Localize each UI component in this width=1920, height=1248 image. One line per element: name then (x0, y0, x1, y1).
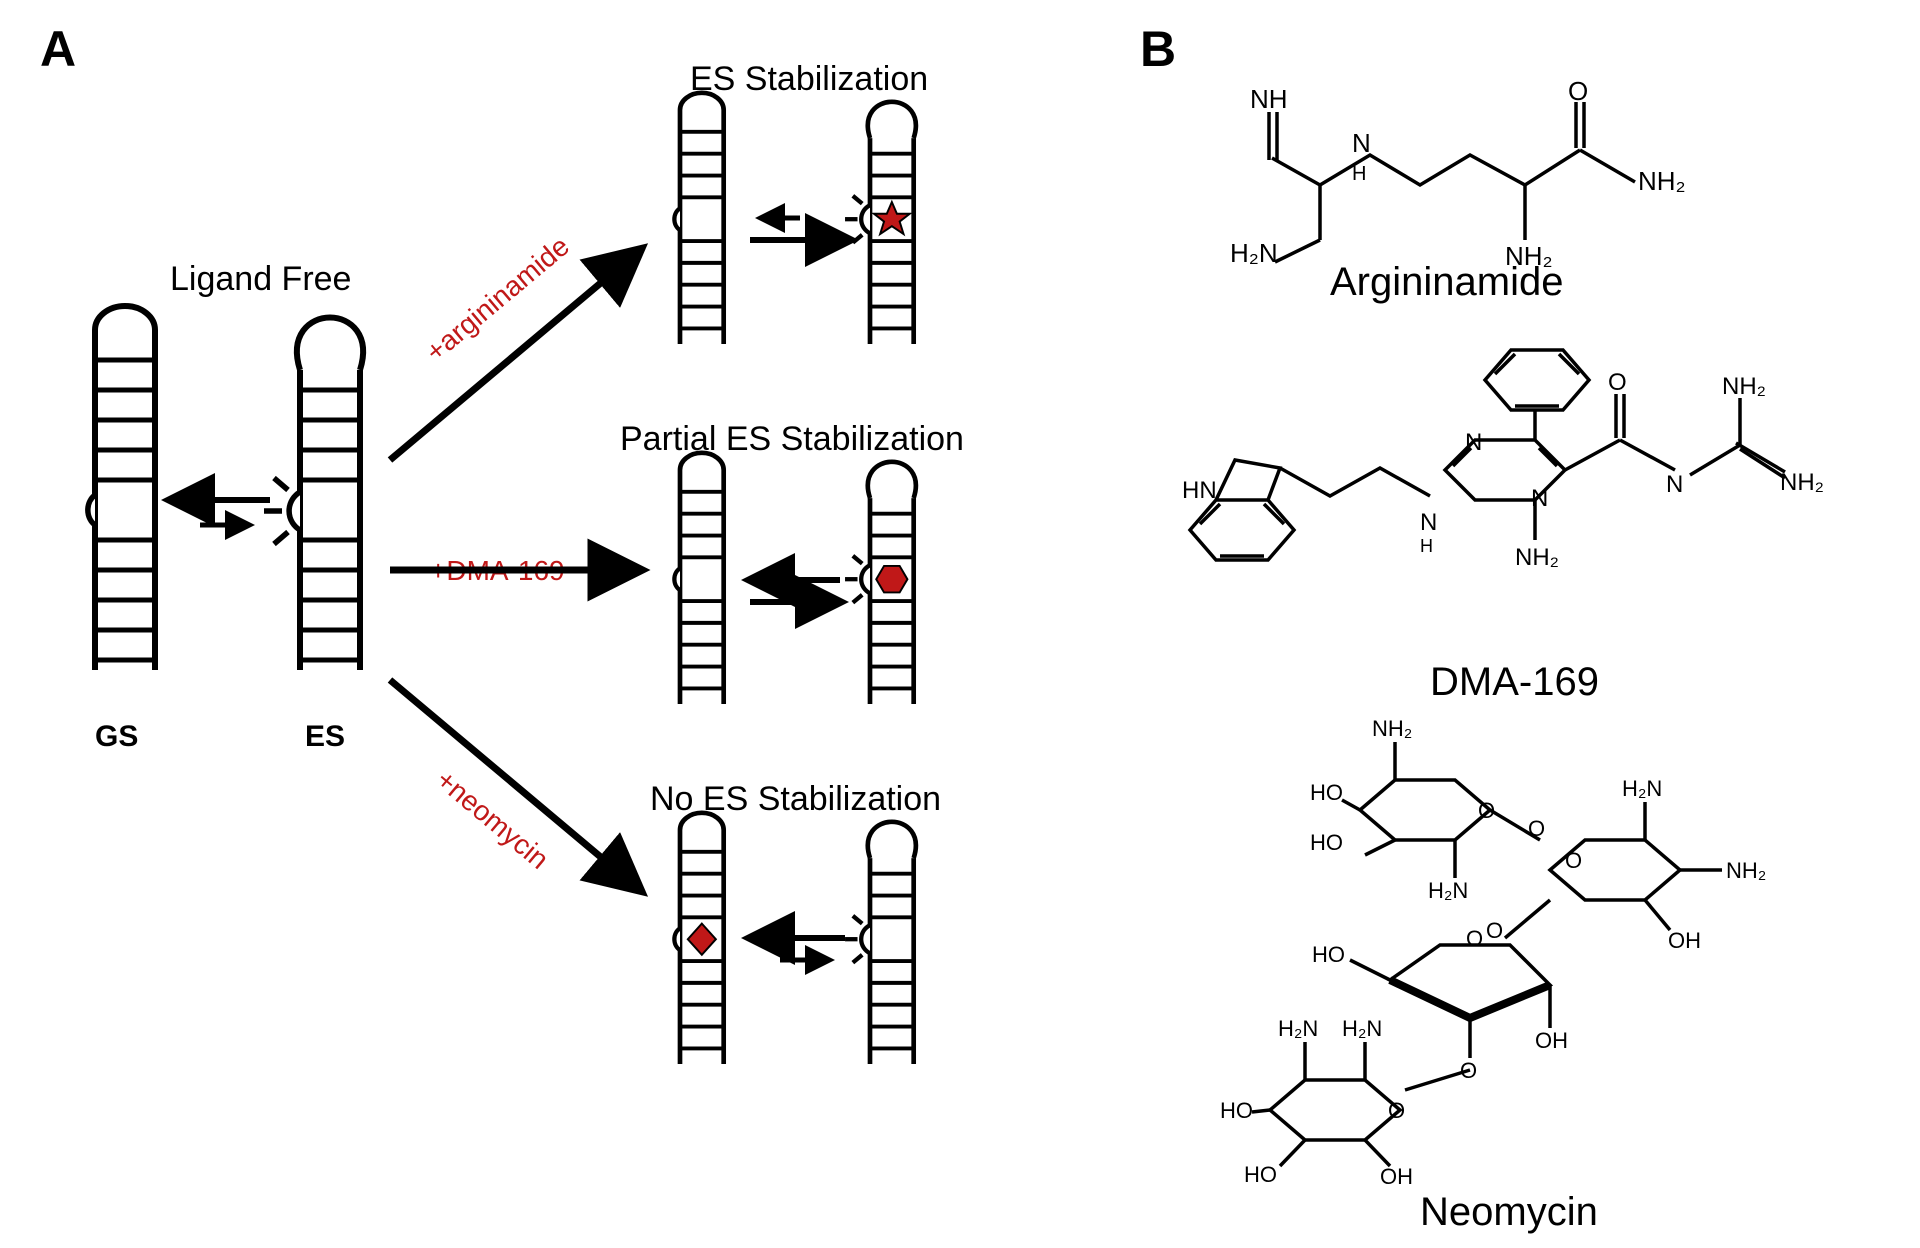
svg-text:N: N (1352, 128, 1371, 158)
svg-text:HO: HO (1310, 780, 1343, 805)
svg-text:NH₂: NH₂ (1780, 469, 1824, 496)
argininamide-structure: NH H₂N N H O NH₂ NH₂ (1230, 76, 1686, 271)
svg-text:H₂N: H₂N (1230, 238, 1278, 268)
svg-text:NH₂: NH₂ (1515, 544, 1559, 571)
svg-text:H₂N: H₂N (1428, 878, 1468, 903)
svg-text:HN: HN (1182, 477, 1217, 504)
svg-text:H₂N: H₂N (1622, 776, 1662, 801)
svg-text:O: O (1388, 1098, 1405, 1123)
svg-text:H₂N: H₂N (1278, 1016, 1318, 1041)
svg-text:NH₂: NH₂ (1722, 373, 1766, 400)
figure-svg: NH H₂N N H O NH₂ NH₂ HN (0, 0, 1920, 1248)
svg-text:N: N (1666, 471, 1683, 498)
svg-text:NH₂: NH₂ (1505, 241, 1553, 271)
partial-stab-pair (674, 453, 915, 704)
svg-text:N: N (1420, 509, 1437, 536)
svg-text:OH: OH (1668, 928, 1701, 953)
svg-text:H: H (1420, 536, 1433, 556)
svg-text:OH: OH (1380, 1164, 1413, 1189)
svg-text:NH₂: NH₂ (1638, 166, 1686, 196)
svg-text:NH₂: NH₂ (1372, 716, 1412, 741)
dma169-structure: HN N N N H NH₂ O N (1182, 350, 1824, 571)
svg-text:H: H (1352, 163, 1366, 185)
svg-text:O: O (1565, 848, 1582, 873)
svg-text:O: O (1528, 816, 1545, 841)
gs-es-equilibrium (170, 500, 270, 525)
svg-text:HO: HO (1310, 830, 1343, 855)
svg-text:H₂N: H₂N (1342, 1016, 1382, 1041)
svg-text:HO: HO (1220, 1098, 1253, 1123)
svg-text:O: O (1466, 926, 1483, 951)
gs-hairpin (88, 306, 155, 670)
svg-text:OH: OH (1535, 1028, 1568, 1053)
svg-text:HO: HO (1312, 942, 1345, 967)
es-hairpin (264, 318, 363, 671)
pathway-arrows (390, 250, 640, 890)
es-stab-pair (674, 93, 915, 344)
svg-text:O: O (1568, 76, 1588, 106)
svg-text:HO: HO (1244, 1162, 1277, 1187)
neomycin-structure: O NH₂ HO HO H₂N O O H₂N NH₂ OH O (1220, 716, 1766, 1189)
no-stab-pair (674, 813, 915, 1064)
svg-text:NH: NH (1250, 84, 1288, 114)
svg-text:O: O (1608, 369, 1627, 396)
svg-text:O: O (1486, 918, 1503, 943)
svg-text:NH₂: NH₂ (1726, 858, 1766, 883)
